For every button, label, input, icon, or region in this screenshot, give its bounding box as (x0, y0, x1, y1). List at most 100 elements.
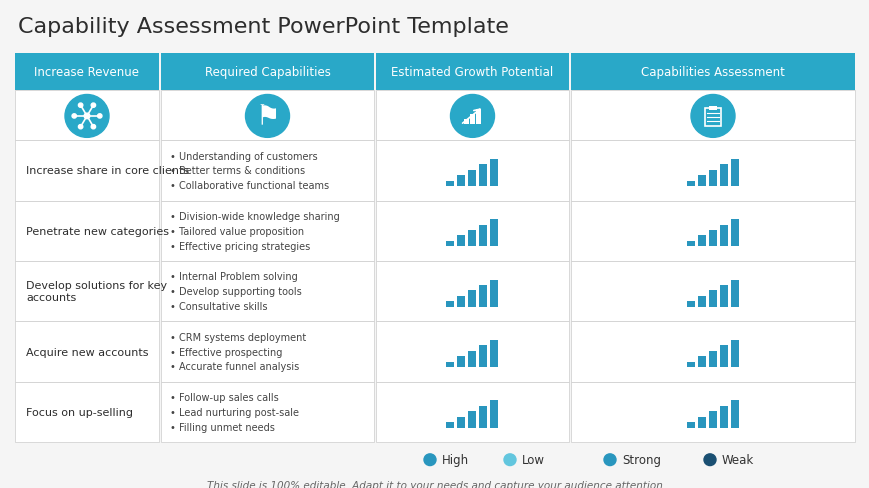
Circle shape (503, 454, 515, 466)
Bar (730, 160, 738, 186)
Bar (720, 225, 727, 247)
Bar (479, 285, 487, 307)
Bar (697, 417, 705, 427)
Bar (375, 322, 568, 382)
Bar (720, 346, 727, 367)
Bar (463, 120, 468, 125)
Bar (697, 176, 705, 186)
Bar (161, 382, 374, 442)
Bar (457, 296, 465, 307)
Bar (479, 346, 487, 367)
Bar (687, 181, 694, 186)
Bar (490, 280, 498, 307)
Text: Increase share in core clients: Increase share in core clients (26, 166, 189, 176)
Bar (704, 109, 720, 127)
Text: High: High (441, 453, 468, 466)
Bar (708, 291, 716, 307)
Bar (446, 362, 454, 367)
Bar (479, 406, 487, 427)
Bar (475, 110, 481, 125)
Bar (687, 242, 694, 247)
Circle shape (603, 454, 615, 466)
Bar (708, 351, 716, 367)
Bar (490, 340, 498, 367)
Bar (457, 357, 465, 367)
Bar (375, 90, 568, 141)
Text: Acquire new accounts: Acquire new accounts (26, 347, 149, 357)
Bar (468, 291, 476, 307)
Text: • Division-wide knowledge sharing
• Tailored value proposition
• Effective prici: • Division-wide knowledge sharing • Tail… (169, 212, 340, 251)
Bar (708, 411, 716, 427)
Text: Capabilities Assessment: Capabilities Assessment (640, 65, 784, 79)
Bar (697, 357, 705, 367)
Bar (161, 322, 374, 382)
Bar (570, 54, 854, 90)
Bar (161, 201, 374, 262)
Bar (457, 236, 465, 247)
Bar (708, 230, 716, 247)
Circle shape (78, 125, 83, 129)
Bar (490, 220, 498, 247)
Bar (708, 107, 716, 111)
Text: • Follow-up sales calls
• Lead nurturing post-sale
• Filling unmet needs: • Follow-up sales calls • Lead nurturing… (169, 392, 299, 432)
Bar (446, 302, 454, 307)
Circle shape (450, 95, 494, 138)
Bar (730, 280, 738, 307)
Bar (446, 242, 454, 247)
Bar (570, 262, 854, 322)
Bar (570, 141, 854, 201)
Bar (161, 54, 374, 90)
Bar (730, 220, 738, 247)
Text: Estimated Growth Potential: Estimated Growth Potential (391, 65, 553, 79)
Bar (15, 382, 159, 442)
Bar (490, 160, 498, 186)
Bar (687, 362, 694, 367)
Text: Penetrate new categories: Penetrate new categories (26, 226, 169, 236)
Bar (468, 351, 476, 367)
Bar (479, 165, 487, 186)
Text: This slide is 100% editable. Adapt it to your needs and capture your audience at: This slide is 100% editable. Adapt it to… (207, 480, 662, 488)
Circle shape (91, 104, 96, 108)
Bar (446, 422, 454, 427)
Bar (457, 176, 465, 186)
Bar (468, 170, 476, 186)
Bar (375, 382, 568, 442)
Circle shape (690, 95, 734, 138)
Text: • Understanding of customers
• Better terms & conditions
• Collaborative functio: • Understanding of customers • Better te… (169, 151, 328, 191)
Bar (15, 322, 159, 382)
Bar (720, 285, 727, 307)
Bar (15, 54, 159, 90)
Bar (15, 90, 159, 141)
Bar (375, 201, 568, 262)
Bar (720, 406, 727, 427)
Bar (15, 201, 159, 262)
Bar (570, 382, 854, 442)
Bar (469, 115, 474, 125)
Circle shape (78, 104, 83, 108)
Circle shape (91, 125, 96, 129)
Text: Capability Assessment PowerPoint Template: Capability Assessment PowerPoint Templat… (18, 17, 508, 37)
Text: Focus on up-selling: Focus on up-selling (26, 407, 133, 417)
Text: Weak: Weak (721, 453, 753, 466)
Text: Develop solutions for key
accounts: Develop solutions for key accounts (26, 281, 167, 303)
Text: • Internal Problem solving
• Develop supporting tools
• Consultative skills: • Internal Problem solving • Develop sup… (169, 272, 302, 311)
Circle shape (72, 115, 76, 119)
Bar (161, 262, 374, 322)
Bar (468, 230, 476, 247)
Circle shape (245, 95, 289, 138)
Bar (161, 90, 374, 141)
Circle shape (65, 95, 109, 138)
Bar (570, 322, 854, 382)
Bar (687, 422, 694, 427)
Bar (697, 296, 705, 307)
Bar (697, 236, 705, 247)
Text: Increase Revenue: Increase Revenue (35, 65, 139, 79)
Bar (15, 141, 159, 201)
Text: Required Capabilities: Required Capabilities (204, 65, 330, 79)
Text: Strong: Strong (621, 453, 660, 466)
Bar (15, 262, 159, 322)
Circle shape (97, 115, 102, 119)
Text: ⚑: ⚑ (255, 102, 280, 131)
Bar (468, 411, 476, 427)
Bar (375, 141, 568, 201)
